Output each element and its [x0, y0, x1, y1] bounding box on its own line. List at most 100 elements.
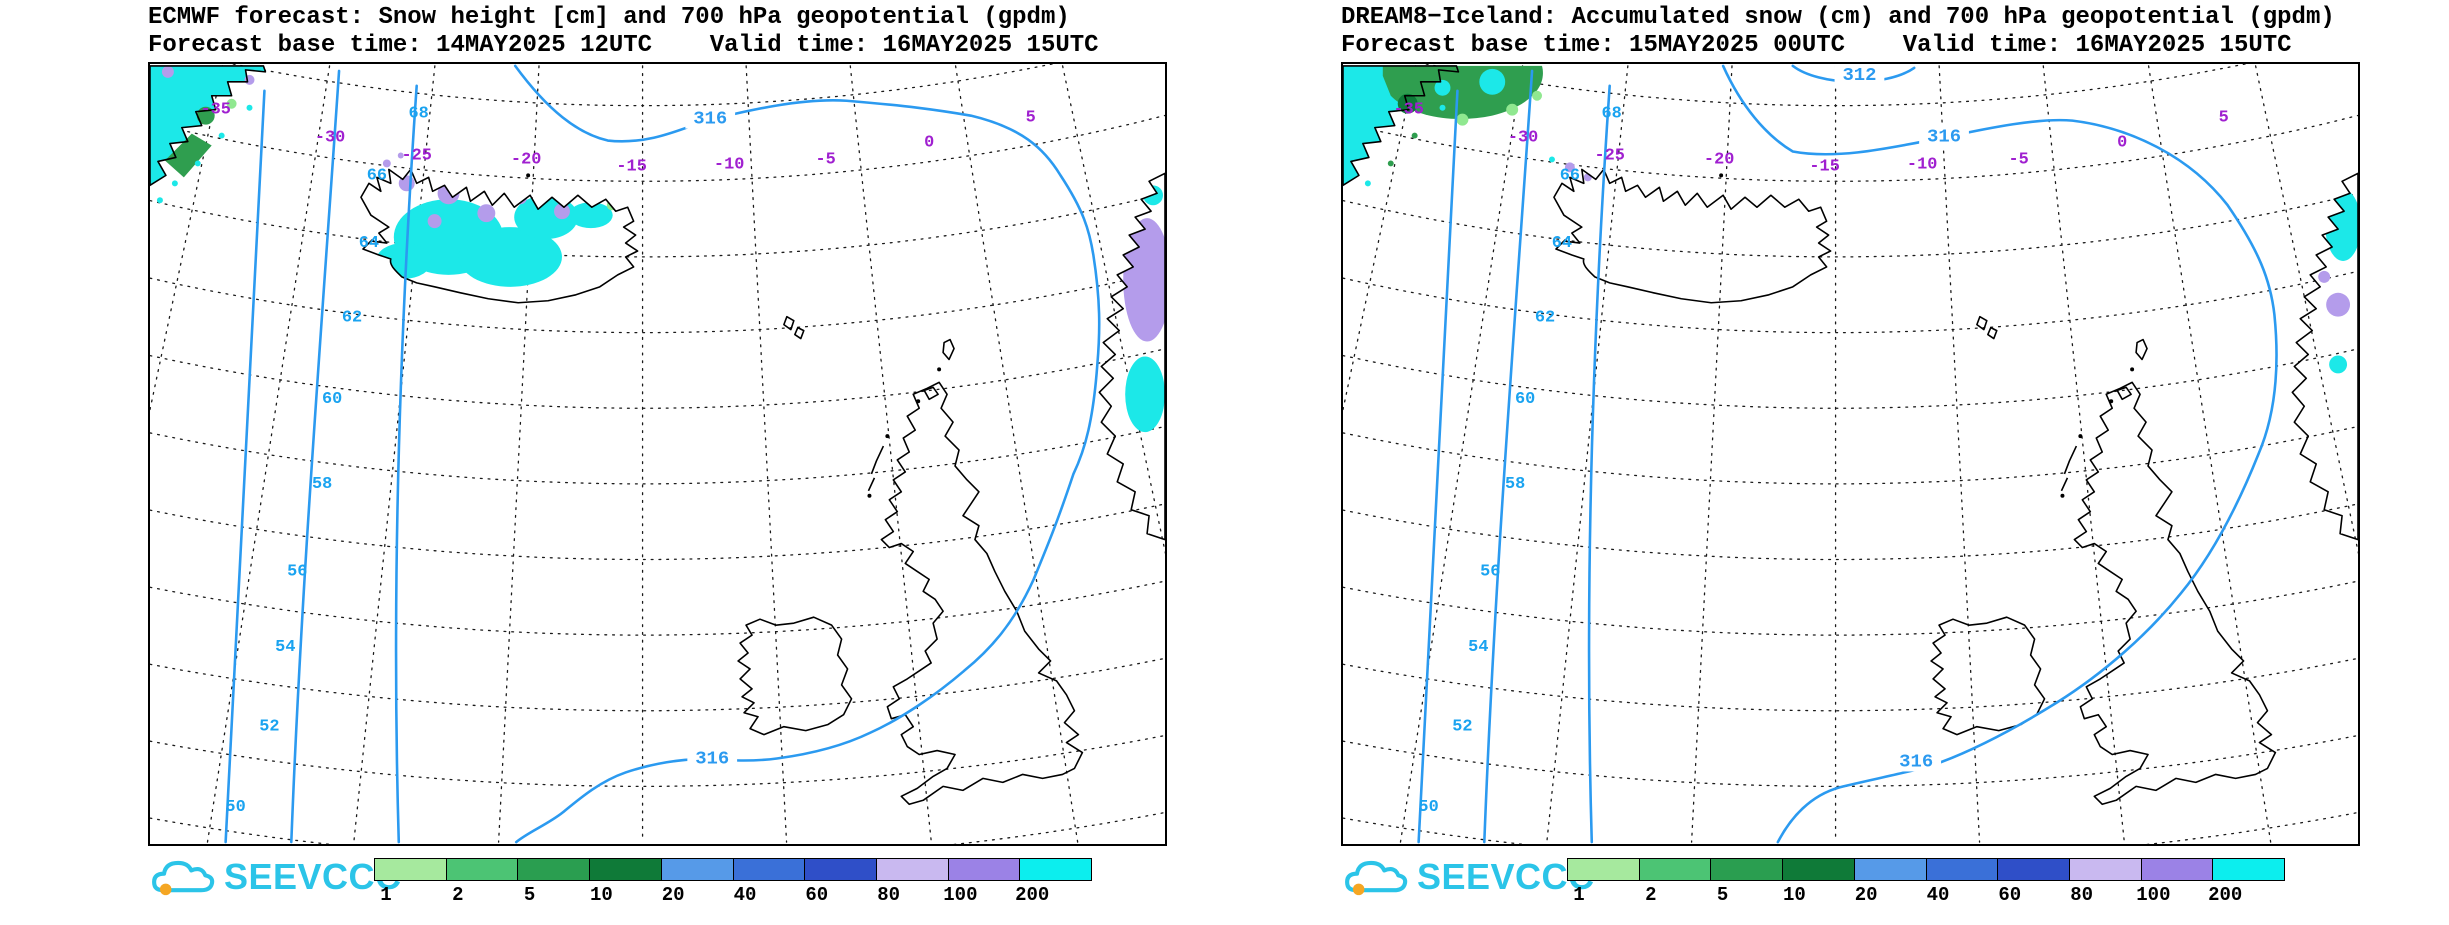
latitude-gridline	[1343, 425, 2358, 485]
cloud-icon	[152, 860, 215, 896]
latitude-gridline	[150, 348, 1165, 409]
snow-patch	[1364, 180, 1371, 187]
colorbar-segment	[518, 859, 591, 880]
map-container: 316 316 68 66 64 62 60 58 56 54 52 50 -35 -30 -25 -20 -1…	[148, 62, 1167, 846]
snow-patch	[161, 65, 174, 78]
snow-patch	[1343, 65, 1459, 186]
colorbar-segment	[1568, 859, 1640, 880]
latitude-labels: 68 66 64 62 60 58 56 54 52 50	[1418, 105, 1621, 818]
longitude-label: -35	[1393, 101, 1423, 120]
longitude-label: -20	[511, 150, 541, 169]
latitude-label: 52	[1452, 718, 1472, 737]
colorbar-segment	[590, 859, 662, 880]
latitude-gridline	[1343, 270, 2358, 334]
longitude-label: -25	[401, 146, 431, 165]
island-dot	[937, 367, 942, 372]
longitude-label: 0	[924, 134, 934, 153]
colorbar-tick-label: 10	[589, 884, 613, 906]
latitude-gridline	[150, 425, 1165, 485]
latitude-label: 52	[259, 718, 279, 737]
longitude-label: -25	[1594, 146, 1624, 165]
coastline-island	[2135, 338, 2148, 361]
colorbar-segment	[733, 859, 806, 880]
colorbar-tick-label: 60	[1998, 884, 2022, 906]
colorbar-segment	[2069, 859, 2142, 880]
longitude-gridline	[1546, 65, 1629, 843]
snow-patch	[1479, 68, 1506, 95]
seevccc-logo: SEEVCCC	[150, 854, 402, 900]
latitude-gridline	[1343, 734, 2358, 788]
longitude-labels: -35 -30 -25 -20 -15 -10 -5 0 5	[1393, 101, 2228, 177]
panel-title-block: DREAM8−Iceland: Accumulated snow (cm) an…	[1341, 4, 2356, 60]
coastline-iceland	[360, 168, 639, 304]
island-dot	[2109, 399, 2114, 404]
snow-patch	[397, 152, 404, 159]
contour-label: 316	[693, 108, 727, 130]
colorbar-tick-label: 200	[1015, 884, 1050, 906]
latitude-label: 64	[359, 234, 379, 253]
contour-label-bg	[1834, 64, 1885, 85]
latitude-gridline	[1343, 114, 2358, 182]
contour-label: 316	[1927, 126, 1961, 148]
longitude-label: -30	[1508, 129, 1538, 148]
snow-patch	[382, 159, 391, 168]
contour-label-bg	[687, 747, 738, 769]
snow-field	[150, 65, 1165, 433]
coastline-great-britain	[2073, 381, 2277, 806]
latitude-label: 54	[275, 638, 295, 657]
longitude-labels: -35 -30 -25 -20 -15 -10 -5 0 5	[200, 101, 1035, 177]
latitude-gridline	[150, 270, 1165, 334]
longitude-label: 5	[2219, 109, 2229, 128]
geopotential-contour	[513, 64, 1101, 844]
panel-title-line1: DREAM8−Iceland: Accumulated snow (cm) an…	[1341, 4, 2335, 31]
longitude-label: -5	[816, 150, 836, 169]
snow-patch	[477, 204, 496, 223]
contour-label: 316	[1899, 750, 1933, 772]
longitude-gridline	[2042, 65, 2125, 843]
latitude-gridline	[1343, 192, 2358, 258]
snow-patch	[1411, 132, 1418, 139]
contour-label-bg	[1891, 750, 1942, 772]
panel-title-line2: Forecast base time: 14MAY2025 12UTC Vali…	[148, 32, 1099, 59]
island-dot	[885, 434, 890, 439]
contour-label-bg	[1919, 125, 1969, 147]
coastline-norway	[2291, 172, 2358, 541]
snow-colorbar: 1 2 5 10 20 40 60 80 100 200	[374, 858, 1092, 906]
island-dot	[916, 399, 921, 404]
latitude-label: 66	[367, 166, 387, 185]
snow-patch	[156, 197, 163, 204]
panel-footer: SEEVCCC 1 2 5 10 20 40 60 80 100 200	[148, 846, 1163, 925]
geopotential-contour	[1721, 64, 2278, 844]
coastline-island	[2116, 386, 2132, 401]
latitude-gridline	[150, 811, 1165, 844]
latitude-labels: 68 66 64 62 60 58 56 54 52 50	[225, 105, 428, 818]
latitude-gridline	[150, 192, 1165, 258]
latitude-label: 64	[1552, 234, 1572, 253]
colorbar-segment	[1783, 859, 1855, 880]
longitude-gridline	[745, 65, 788, 843]
panel-title-line1: ECMWF forecast: Snow height [cm] and 700…	[148, 4, 1070, 31]
latitude-gridline	[150, 580, 1165, 636]
latitude-label: 50	[1418, 798, 1438, 817]
coastline-island	[942, 338, 955, 361]
snow-patch	[1434, 79, 1451, 96]
island-dot	[1719, 173, 1724, 178]
latitude-label: 68	[409, 105, 429, 124]
snow-patch	[1439, 104, 1446, 111]
latitude-label: 54	[1468, 638, 1488, 657]
colorbar-segment	[1639, 859, 1712, 880]
latitude-gridline	[1343, 503, 2358, 561]
contour-label: 312	[1842, 64, 1876, 86]
latitude-gridline	[150, 114, 1165, 182]
cloud-outline	[1345, 860, 1408, 893]
island-dot	[2060, 493, 2065, 498]
latitude-gridline	[150, 657, 1165, 712]
snow-patch	[2325, 189, 2358, 261]
island-dot	[867, 493, 872, 498]
panel-footer: SEEVCCC 1 2 5 10 20 40 60 80 100 200	[1341, 846, 2356, 925]
colorbar-segment	[876, 859, 949, 880]
geopotential-contour	[1483, 69, 1534, 844]
coastline-great-britain	[880, 381, 1084, 806]
snow-colorbar: 1 2 5 10 20 40 60 80 100 200	[1567, 858, 2285, 906]
longitude-label: -10	[714, 155, 744, 174]
